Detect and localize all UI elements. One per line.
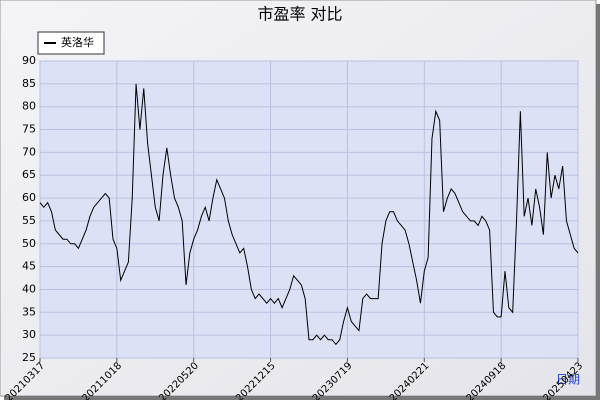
y-tick-label: 55 (22, 214, 36, 227)
y-tick-label: 35 (22, 305, 36, 318)
y-tick-label: 60 (22, 191, 36, 204)
y-tick-label: 70 (22, 145, 36, 158)
plot-area (39, 60, 579, 359)
chart-title: 市盈率 对比 (257, 5, 342, 24)
y-tick-label: 80 (22, 100, 36, 113)
data-line (39, 83, 579, 346)
frame-shadow (4, 396, 600, 400)
y-tick-label: 30 (22, 328, 36, 341)
legend-label: 英洛华 (61, 35, 94, 49)
legend-box (37, 31, 105, 55)
y-tick-label: 40 (22, 282, 36, 295)
y-tick-label: 65 (22, 168, 36, 181)
x-axis-label: 日期 (556, 373, 580, 387)
y-tick-label: 90 (22, 54, 36, 67)
y-tick-label: 85 (22, 77, 36, 90)
y-tick-label: 75 (22, 123, 36, 136)
legend: 英洛华 (37, 31, 105, 55)
y-tick-label: 25 (22, 351, 36, 364)
y-tick-label: 50 (22, 237, 36, 250)
y-tick-label: 45 (22, 260, 36, 273)
frame-shadow (596, 4, 600, 400)
